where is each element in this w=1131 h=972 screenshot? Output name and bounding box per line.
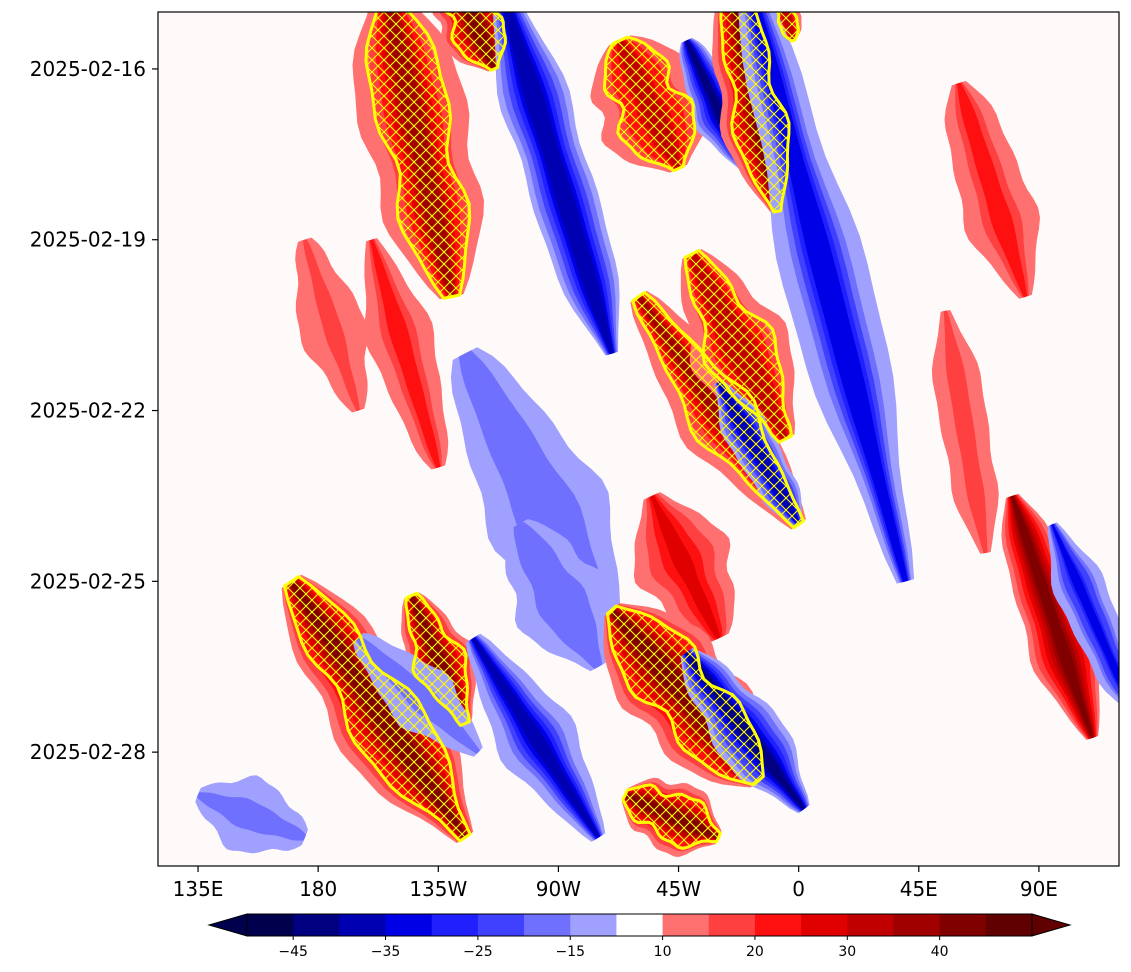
anomaly-shading — [1011, 495, 1094, 739]
colorbar-tick-label: −15 — [555, 944, 585, 960]
y-tick-label: 2025-02-25 — [30, 569, 146, 593]
anomaly-band — [505, 519, 612, 672]
colorbar-tick-label: −45 — [278, 944, 308, 960]
colorbar-tick-label: 40 — [931, 944, 949, 960]
colorbar-extend-low — [207, 913, 248, 937]
anomaly-shading — [505, 12, 613, 354]
hatched-contour — [364, 12, 472, 300]
colorbar-tick-label: 30 — [838, 944, 856, 960]
colorbar: −45 −35 −25 −15 10 20 30 40 — [207, 913, 1072, 960]
colorbar-tick-label: 10 — [654, 944, 672, 960]
colorbar-swatch — [339, 914, 387, 936]
colorbar-extend-high — [1031, 913, 1072, 937]
anomaly-shading — [944, 310, 987, 553]
anomaly-band — [944, 81, 1040, 299]
anomaly-shading — [1051, 524, 1119, 687]
y-tick-label: 2025-02-22 — [30, 399, 146, 423]
colorbar-swatch — [985, 914, 1033, 936]
hatched-contour — [605, 604, 765, 787]
colorbar-swatch — [431, 914, 479, 936]
x-tick-label: 180 — [299, 877, 337, 901]
colorbar-swatch — [708, 914, 756, 936]
anomaly-band — [1001, 493, 1101, 740]
anomaly-shading — [753, 12, 907, 582]
anomaly-band — [931, 310, 999, 554]
anomaly-band — [633, 492, 735, 643]
colorbar-swatch — [939, 914, 987, 936]
colorbar-tick-label: −35 — [371, 944, 401, 960]
colorbar-swatch — [293, 914, 340, 936]
x-tick-label: 45E — [900, 877, 938, 901]
hatched-contour — [283, 575, 472, 843]
colorbar-swatch — [662, 914, 710, 936]
anomaly-band — [493, 12, 620, 356]
colorbar-swatch — [616, 914, 664, 936]
y-tick-label: 2025-02-19 — [30, 228, 146, 252]
colorbar-swatch — [570, 914, 617, 936]
anomaly-shading — [650, 495, 721, 640]
colorbar-swatch — [477, 914, 525, 936]
x-tick-label: 90W — [536, 877, 581, 901]
hatched-contour — [621, 783, 722, 850]
plot-frame — [157, 11, 1120, 867]
anomaly-band — [364, 238, 449, 470]
hatched-contour — [603, 35, 697, 173]
x-tick-label: 135W — [409, 877, 467, 901]
hatched-contour — [775, 12, 800, 43]
anomaly-shading — [197, 793, 306, 839]
colorbar-swatch — [893, 914, 941, 936]
anomaly-band — [353, 632, 483, 757]
x-tick-label: 45W — [656, 877, 701, 901]
colorbar-swatch — [247, 914, 294, 936]
anomaly-band — [1047, 522, 1119, 704]
hatched-contour — [404, 591, 471, 727]
hatched-contour — [683, 249, 794, 444]
x-tick-label: 0 — [792, 877, 805, 901]
yellow-hatched-contours — [283, 12, 805, 850]
colorbar-swatch — [524, 914, 571, 936]
y-axis: 2025-02-16 2025-02-19 2025-02-22 2025-02-25… — [30, 57, 158, 764]
colorbar-frame — [246, 913, 1033, 937]
anomaly-band — [295, 237, 369, 413]
colorbar-swatch — [385, 914, 433, 936]
anomaly-shading — [303, 239, 360, 411]
x-axis: 135E 180 135W 90W 45W 0 45E 90E — [173, 866, 1058, 901]
anomaly-shading — [370, 239, 440, 468]
colorbar-tick-label: −25 — [463, 944, 493, 960]
x-tick-label: 135E — [173, 877, 224, 901]
x-tick-label: 90E — [1020, 877, 1058, 901]
colorbar-tick-label: 20 — [746, 944, 764, 960]
anomaly-shading — [516, 523, 600, 668]
y-tick-label: 2025-02-16 — [30, 57, 146, 81]
hatched-contour — [719, 12, 791, 214]
anomaly-band — [195, 775, 308, 854]
colorbar-swatch — [801, 914, 848, 936]
anomaly-band — [465, 633, 606, 842]
anomaly-shading — [357, 637, 480, 753]
colorbar-swatch — [754, 914, 802, 936]
y-tick-label: 2025-02-28 — [30, 740, 146, 764]
anomaly-shading — [471, 637, 600, 839]
colorbar-swatch — [847, 914, 894, 936]
anomaly-shading — [957, 82, 1027, 297]
